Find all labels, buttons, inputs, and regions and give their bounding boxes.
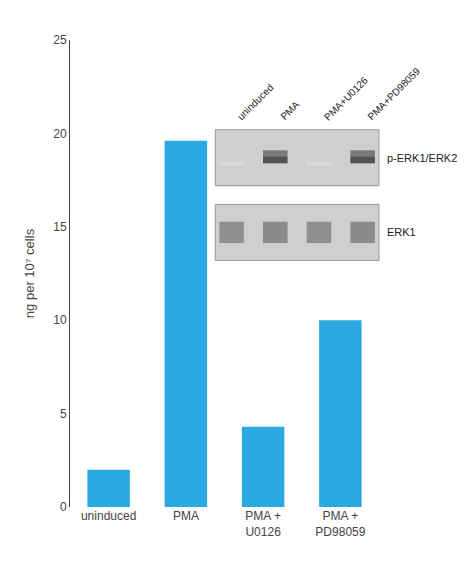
svg-text:ERK1: ERK1 bbox=[387, 226, 416, 238]
svg-text:ng per 10⁷ cells: ng per 10⁷ cells bbox=[22, 228, 37, 318]
svg-text:0: 0 bbox=[60, 500, 67, 514]
svg-text:PMA+U0126: PMA+U0126 bbox=[322, 74, 370, 122]
svg-text:PMA +U0126: PMA +U0126 bbox=[245, 509, 281, 539]
svg-text:25: 25 bbox=[53, 33, 67, 47]
svg-text:PMA: PMA bbox=[278, 99, 301, 122]
svg-text:10: 10 bbox=[53, 313, 67, 327]
svg-text:20: 20 bbox=[53, 127, 67, 141]
svg-text:PMA: PMA bbox=[173, 509, 199, 523]
svg-text:uninduced: uninduced bbox=[81, 509, 136, 523]
svg-text:5: 5 bbox=[60, 407, 67, 421]
svg-text:PMA +PD98059: PMA +PD98059 bbox=[315, 509, 365, 539]
svg-text:p-ERK1/ERK2: p-ERK1/ERK2 bbox=[387, 152, 457, 164]
svg-text:15: 15 bbox=[53, 220, 67, 234]
svg-text:uninduced: uninduced bbox=[235, 82, 275, 122]
svg-text:PMA+PD98059: PMA+PD98059 bbox=[365, 65, 422, 122]
